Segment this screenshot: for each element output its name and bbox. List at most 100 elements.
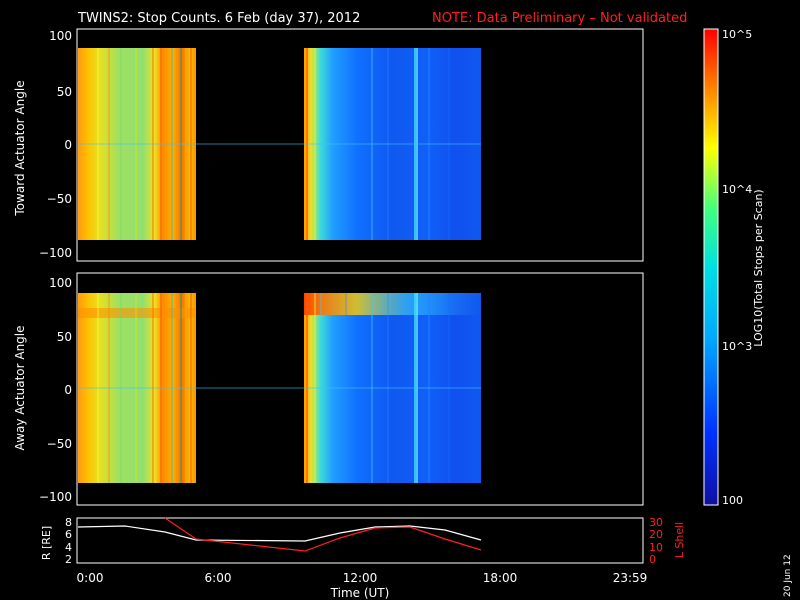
toward-ytick: 0 (64, 138, 72, 152)
toward-stripes (78, 48, 481, 240)
lshell-ytick: 30 (649, 516, 663, 529)
heatmap-stripe (176, 48, 178, 240)
lshell-ylabel: L Shell (673, 522, 686, 558)
heatmap-stripe (160, 48, 162, 240)
colorbar: 10^5 10^4 10^3 100 LOG10(Total Stops per… (703, 28, 765, 507)
heatmap-stripe (180, 293, 182, 483)
lshell-ytick: 10 (649, 541, 663, 554)
heatmap-stripe (97, 293, 99, 483)
heatmap-stripe (152, 293, 154, 483)
heatmap-stripe (371, 293, 373, 483)
toward-ytick: −100 (39, 246, 72, 260)
heatmap-stripe (414, 48, 416, 240)
r-line (77, 525, 482, 542)
colorbar-label: LOG10(Total Stops per Scan) (752, 189, 765, 346)
heatmap-stripe (314, 48, 316, 240)
toward-heatmap (78, 48, 481, 240)
x-axis-label: Time (UT) (330, 586, 390, 600)
heatmap-stripe (448, 293, 450, 483)
away-block-2 (304, 293, 481, 483)
heatmap-stripe (176, 293, 178, 483)
colorbar-tick: 10^5 (722, 28, 752, 41)
r-ytick: 6 (65, 528, 72, 541)
away-ylabel: Away Actuator Angle (13, 325, 27, 450)
heatmap-stripe (152, 48, 154, 240)
r-ylabel: R [RE] (40, 526, 53, 560)
lshell-yticks: 30 20 10 0 (649, 516, 663, 566)
away-ytick: 0 (64, 383, 72, 397)
r-ytick: 4 (65, 541, 72, 554)
lshell-ytick: 0 (649, 553, 656, 566)
r-ytick: 2 (65, 553, 72, 566)
heatmap-stripe (190, 293, 192, 483)
x-tick: 6:00 (205, 571, 232, 585)
away-ytick: −100 (39, 490, 72, 504)
heatmap-stripe (371, 48, 373, 240)
heatmap-stripe (314, 293, 316, 483)
away-ytick: −50 (47, 437, 72, 451)
r-yticks: 8 6 4 2 (65, 516, 72, 566)
chart-title: TWINS2: Stop Counts. 6 Feb (day 37), 201… (77, 11, 360, 26)
heatmap-stripe (135, 293, 137, 483)
heatmap-stripe (160, 293, 162, 483)
colorbar-tick: 10^3 (722, 340, 752, 353)
heatmap-stripe (120, 293, 122, 483)
heatmap-stripe (387, 293, 389, 483)
away-yticks: 100 50 0 −50 −100 (39, 276, 72, 504)
heatmap-stripe (345, 48, 347, 240)
heatmap-stripe (306, 293, 308, 483)
panel-away: Away Actuator Angle 100 50 0 −50 −100 (13, 272, 644, 506)
date-stamp: 20 Jun 12 (783, 554, 793, 597)
panel-ephemeris: R [RE] 8 6 4 2 30 20 10 0 L Shell 0:00 6… (40, 516, 686, 600)
r-ytick: 8 (65, 516, 72, 529)
preliminary-note: NOTE: Data Preliminary – Not validated (432, 11, 687, 26)
heatmap-stripe (320, 293, 322, 483)
colorbar-gradient (703, 28, 719, 506)
heatmap-stripe (185, 48, 187, 240)
heatmap-stripe (428, 48, 430, 240)
heatmap-midline (78, 143, 481, 145)
x-ticks: 0:00 6:00 12:00 18:00 23:59 (77, 571, 648, 585)
panel-ephemeris-frame (76, 517, 644, 564)
x-tick: 23:59 (613, 571, 648, 585)
away-ytick: 50 (57, 330, 72, 344)
heatmap-stripe (414, 293, 416, 483)
away-top-glow (304, 293, 481, 315)
heatmap-stripe (190, 48, 192, 240)
heatmap-stripe (120, 48, 122, 240)
heatmap-stripe (171, 293, 173, 483)
heatmap-stripe (428, 293, 430, 483)
heatmap-stripe (108, 293, 110, 483)
away-heatmap (78, 293, 481, 483)
away-left-band (78, 308, 196, 318)
toward-block-2 (304, 48, 481, 240)
toward-ytick: 50 (57, 85, 72, 99)
colorbar-tick: 100 (722, 494, 743, 507)
heatmap-stripe (416, 48, 418, 240)
heatmap-stripe (320, 48, 322, 240)
heatmap-stripe (135, 48, 137, 240)
x-tick: 18:00 (483, 571, 518, 585)
away-stripes (78, 293, 481, 483)
heatmap-stripe (345, 293, 347, 483)
heatmap-stripe (387, 48, 389, 240)
heatmap-stripe (97, 48, 99, 240)
heatmap-stripe (185, 293, 187, 483)
lshell-ytick: 20 (649, 528, 663, 541)
heatmap-stripe (171, 48, 173, 240)
x-tick: 12:00 (343, 571, 378, 585)
heatmap-stripe (448, 48, 450, 240)
away-ytick: 100 (49, 276, 72, 290)
heatmap-midline (78, 387, 481, 389)
toward-ytick: −50 (47, 192, 72, 206)
heatmap-stripe (416, 293, 418, 483)
toward-yticks: 100 50 0 −50 −100 (39, 29, 72, 260)
colorbar-tick: 10^4 (722, 183, 752, 196)
heatmap-stripe (180, 48, 182, 240)
toward-ylabel: Toward Actuator Angle (13, 80, 27, 216)
panel-toward: Toward Actuator Angle 100 50 0 −50 −100 (13, 28, 644, 262)
heatmap-stripe (306, 48, 308, 240)
heatmap-stripe (108, 48, 110, 240)
lshell-line (164, 517, 482, 552)
